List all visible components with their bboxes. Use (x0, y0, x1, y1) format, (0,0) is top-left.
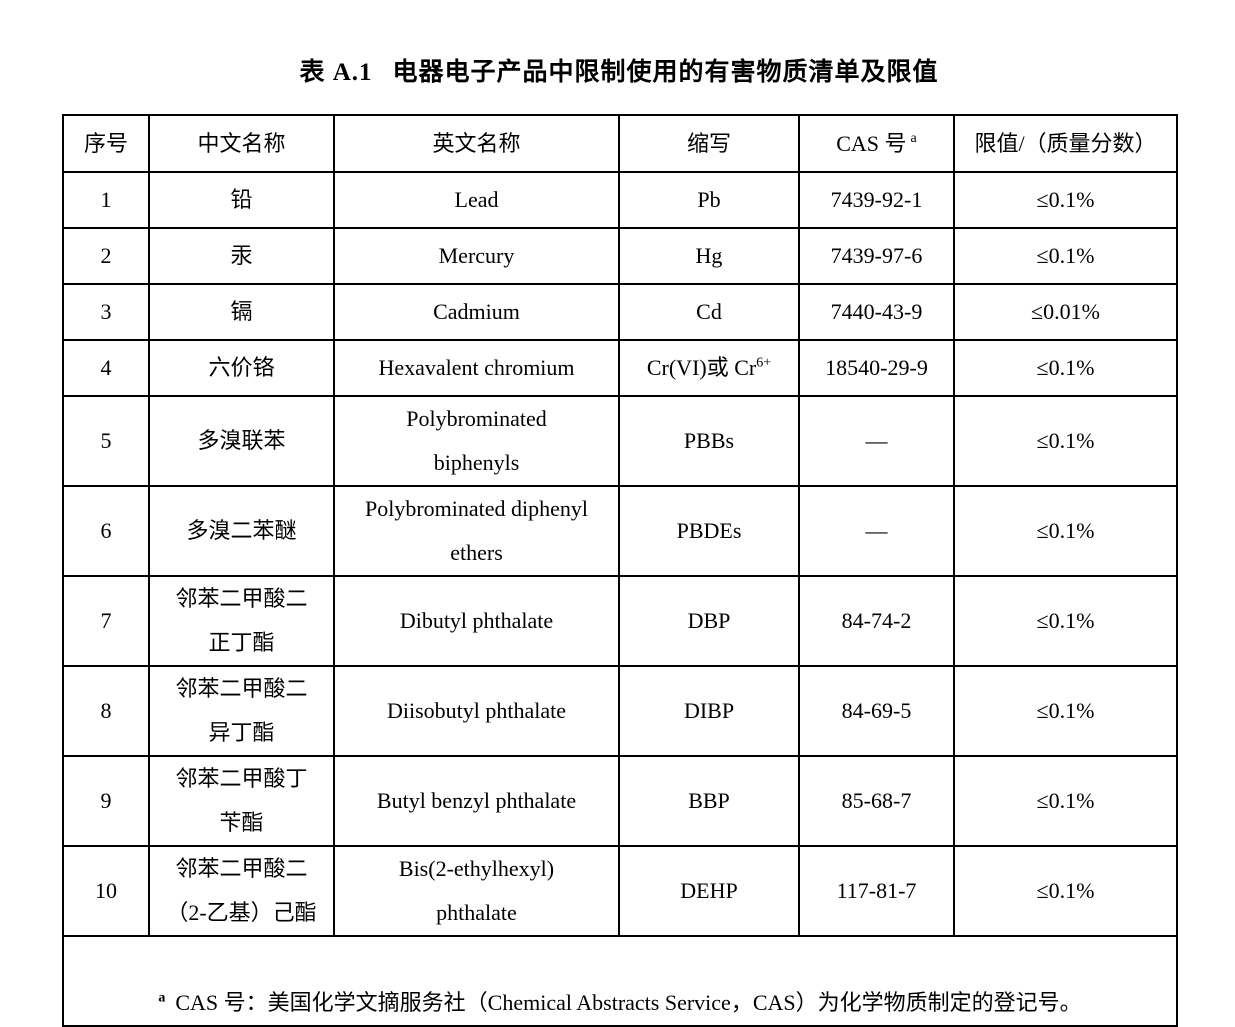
table-row-dbp: 7 邻苯二甲酸二 正丁酯 Dibutyl phthalate DBP 84-74… (62, 575, 1178, 667)
cell-cas: — (798, 485, 955, 577)
cell-cas: 84-69-5 (798, 665, 955, 757)
cell-abbr: DBP (618, 575, 800, 667)
cell-en-name: Bis(2-ethylhexyl) phthalate (333, 845, 620, 937)
cell-no: 5 (62, 395, 150, 487)
cas-header-label: CAS 号 (836, 130, 907, 156)
cell-en-name: Mercury (333, 227, 620, 285)
cell-cas: 7439-97-6 (798, 227, 955, 285)
cell-cas: 18540-29-9 (798, 339, 955, 397)
cell-abbr: BBP (618, 755, 800, 847)
cell-limit: ≤0.1% (953, 575, 1178, 667)
cell-en-name: Hexavalent chromium (333, 339, 620, 397)
col-header-no: 序号 (62, 114, 150, 173)
table-row-pbbs: 5 多溴联苯 Polybrominated biphenyls PBBs — ≤… (62, 395, 1178, 487)
cell-no: 9 (62, 755, 150, 847)
cell-en-name: Polybrominated biphenyls (333, 395, 620, 487)
cell-cas: 117-81-7 (798, 845, 955, 937)
cell-cas: 7440-43-9 (798, 283, 955, 341)
footnote-text: CAS 号：美国化学文摘服务社（Chemical Abstracts Servi… (175, 990, 1082, 1015)
cell-cas: 7439-92-1 (798, 171, 955, 229)
col-header-cn-name: 中文名称 (148, 114, 335, 173)
abbr-superscript: 6+ (756, 355, 772, 371)
cell-abbr: Cd (618, 283, 800, 341)
cell-en-name: Lead (333, 171, 620, 229)
cell-cn-name: 六价铬 (148, 339, 335, 397)
cell-no: 2 (62, 227, 150, 285)
cell-no: 4 (62, 339, 150, 397)
table-row-dehp: 10 邻苯二甲酸二 （2-乙基）己酯 Bis(2-ethylhexyl) pht… (62, 845, 1178, 937)
table-row-mercury: 2 汞 Mercury Hg 7439-97-6 ≤0.1% (62, 227, 1178, 285)
cell-limit: ≤0.1% (953, 395, 1178, 487)
cell-no: 8 (62, 665, 150, 757)
cell-abbr: Pb (618, 171, 800, 229)
cell-cn-name: 汞 (148, 227, 335, 285)
cell-no: 6 (62, 485, 150, 577)
cell-cas: 85-68-7 (798, 755, 955, 847)
table-row-dibp: 8 邻苯二甲酸二 异丁酯 Diisobutyl phthalate DIBP 8… (62, 665, 1178, 757)
cell-cn-name: 多溴二苯醚 (148, 485, 335, 577)
cell-cn-name: 铅 (148, 171, 335, 229)
cell-no: 1 (62, 171, 150, 229)
cell-limit: ≤0.1% (953, 171, 1178, 229)
cell-en-name: Butyl benzyl phthalate (333, 755, 620, 847)
cell-no: 7 (62, 575, 150, 667)
document-page: 表 A.1 电器电子产品中限制使用的有害物质清单及限值 序号 中文名称 英文名称 … (62, 52, 1178, 1027)
cell-cn-name: 邻苯二甲酸丁 苄酯 (148, 755, 335, 847)
cell-en-name: Cadmium (333, 283, 620, 341)
cell-limit: ≤0.1% (953, 339, 1178, 397)
cell-limit: ≤0.01% (953, 283, 1178, 341)
table-row-bbp: 9 邻苯二甲酸丁 苄酯 Butyl benzyl phthalate BBP 8… (62, 755, 1178, 847)
cell-no: 3 (62, 283, 150, 341)
cell-cn-name: 多溴联苯 (148, 395, 335, 487)
cell-cn-name: 镉 (148, 283, 335, 341)
cell-en-name: Polybrominated diphenyl ethers (333, 485, 620, 577)
col-header-limit: 限值/（质量分数） (953, 114, 1178, 173)
footnote-row: a CAS 号：美国化学文摘服务社（Chemical Abstracts Serv… (62, 935, 1178, 1027)
cell-limit: ≤0.1% (953, 665, 1178, 757)
cell-en-name: Diisobutyl phthalate (333, 665, 620, 757)
cell-limit: ≤0.1% (953, 227, 1178, 285)
footnote-marker: a (158, 990, 166, 1006)
cell-abbr: DEHP (618, 845, 800, 937)
cell-cn-name: 邻苯二甲酸二 正丁酯 (148, 575, 335, 667)
table-row-hexavalent-chromium: 4 六价铬 Hexavalent chromium Cr(VI)或 Cr6+ 1… (62, 339, 1178, 397)
cell-cn-name: 邻苯二甲酸二 异丁酯 (148, 665, 335, 757)
cell-cas: 84-74-2 (798, 575, 955, 667)
cell-limit: ≤0.1% (953, 755, 1178, 847)
cell-en-name: Dibutyl phthalate (333, 575, 620, 667)
cell-no: 10 (62, 845, 150, 937)
cell-abbr: Hg (618, 227, 800, 285)
cell-cas: — (798, 395, 955, 487)
table-row-pbdes: 6 多溴二苯醚 Polybrominated diphenyl ethers P… (62, 485, 1178, 577)
abbr-base: Cr(VI)或 Cr (646, 355, 757, 380)
cell-abbr: PBBs (618, 395, 800, 487)
table-title: 表 A.1 电器电子产品中限制使用的有害物质清单及限值 (62, 52, 1176, 88)
cell-limit: ≤0.1% (953, 845, 1178, 937)
table-row-cadmium: 3 镉 Cadmium Cd 7440-43-9 ≤0.01% (62, 283, 1178, 341)
cell-abbr: Cr(VI)或 Cr6+ (618, 339, 800, 397)
table-title-text: 电器电子产品中限制使用的有害物质清单及限值 (392, 59, 939, 86)
col-header-abbr: 缩写 (618, 114, 800, 173)
cell-abbr: DIBP (618, 665, 800, 757)
table-row-lead: 1 铅 Lead Pb 7439-92-1 ≤0.1% (62, 171, 1178, 229)
cell-abbr: PBDEs (618, 485, 800, 577)
cell-cn-name: 邻苯二甲酸二 （2-乙基）己酯 (148, 845, 335, 937)
col-header-en-name: 英文名称 (333, 114, 620, 173)
cas-footnote: a CAS 号：美国化学文摘服务社（Chemical Abstracts Serv… (62, 935, 1178, 1027)
table-number-label: 表 A.1 (299, 59, 373, 86)
cas-footnote-marker: a (910, 131, 917, 147)
cell-limit: ≤0.1% (953, 485, 1178, 577)
